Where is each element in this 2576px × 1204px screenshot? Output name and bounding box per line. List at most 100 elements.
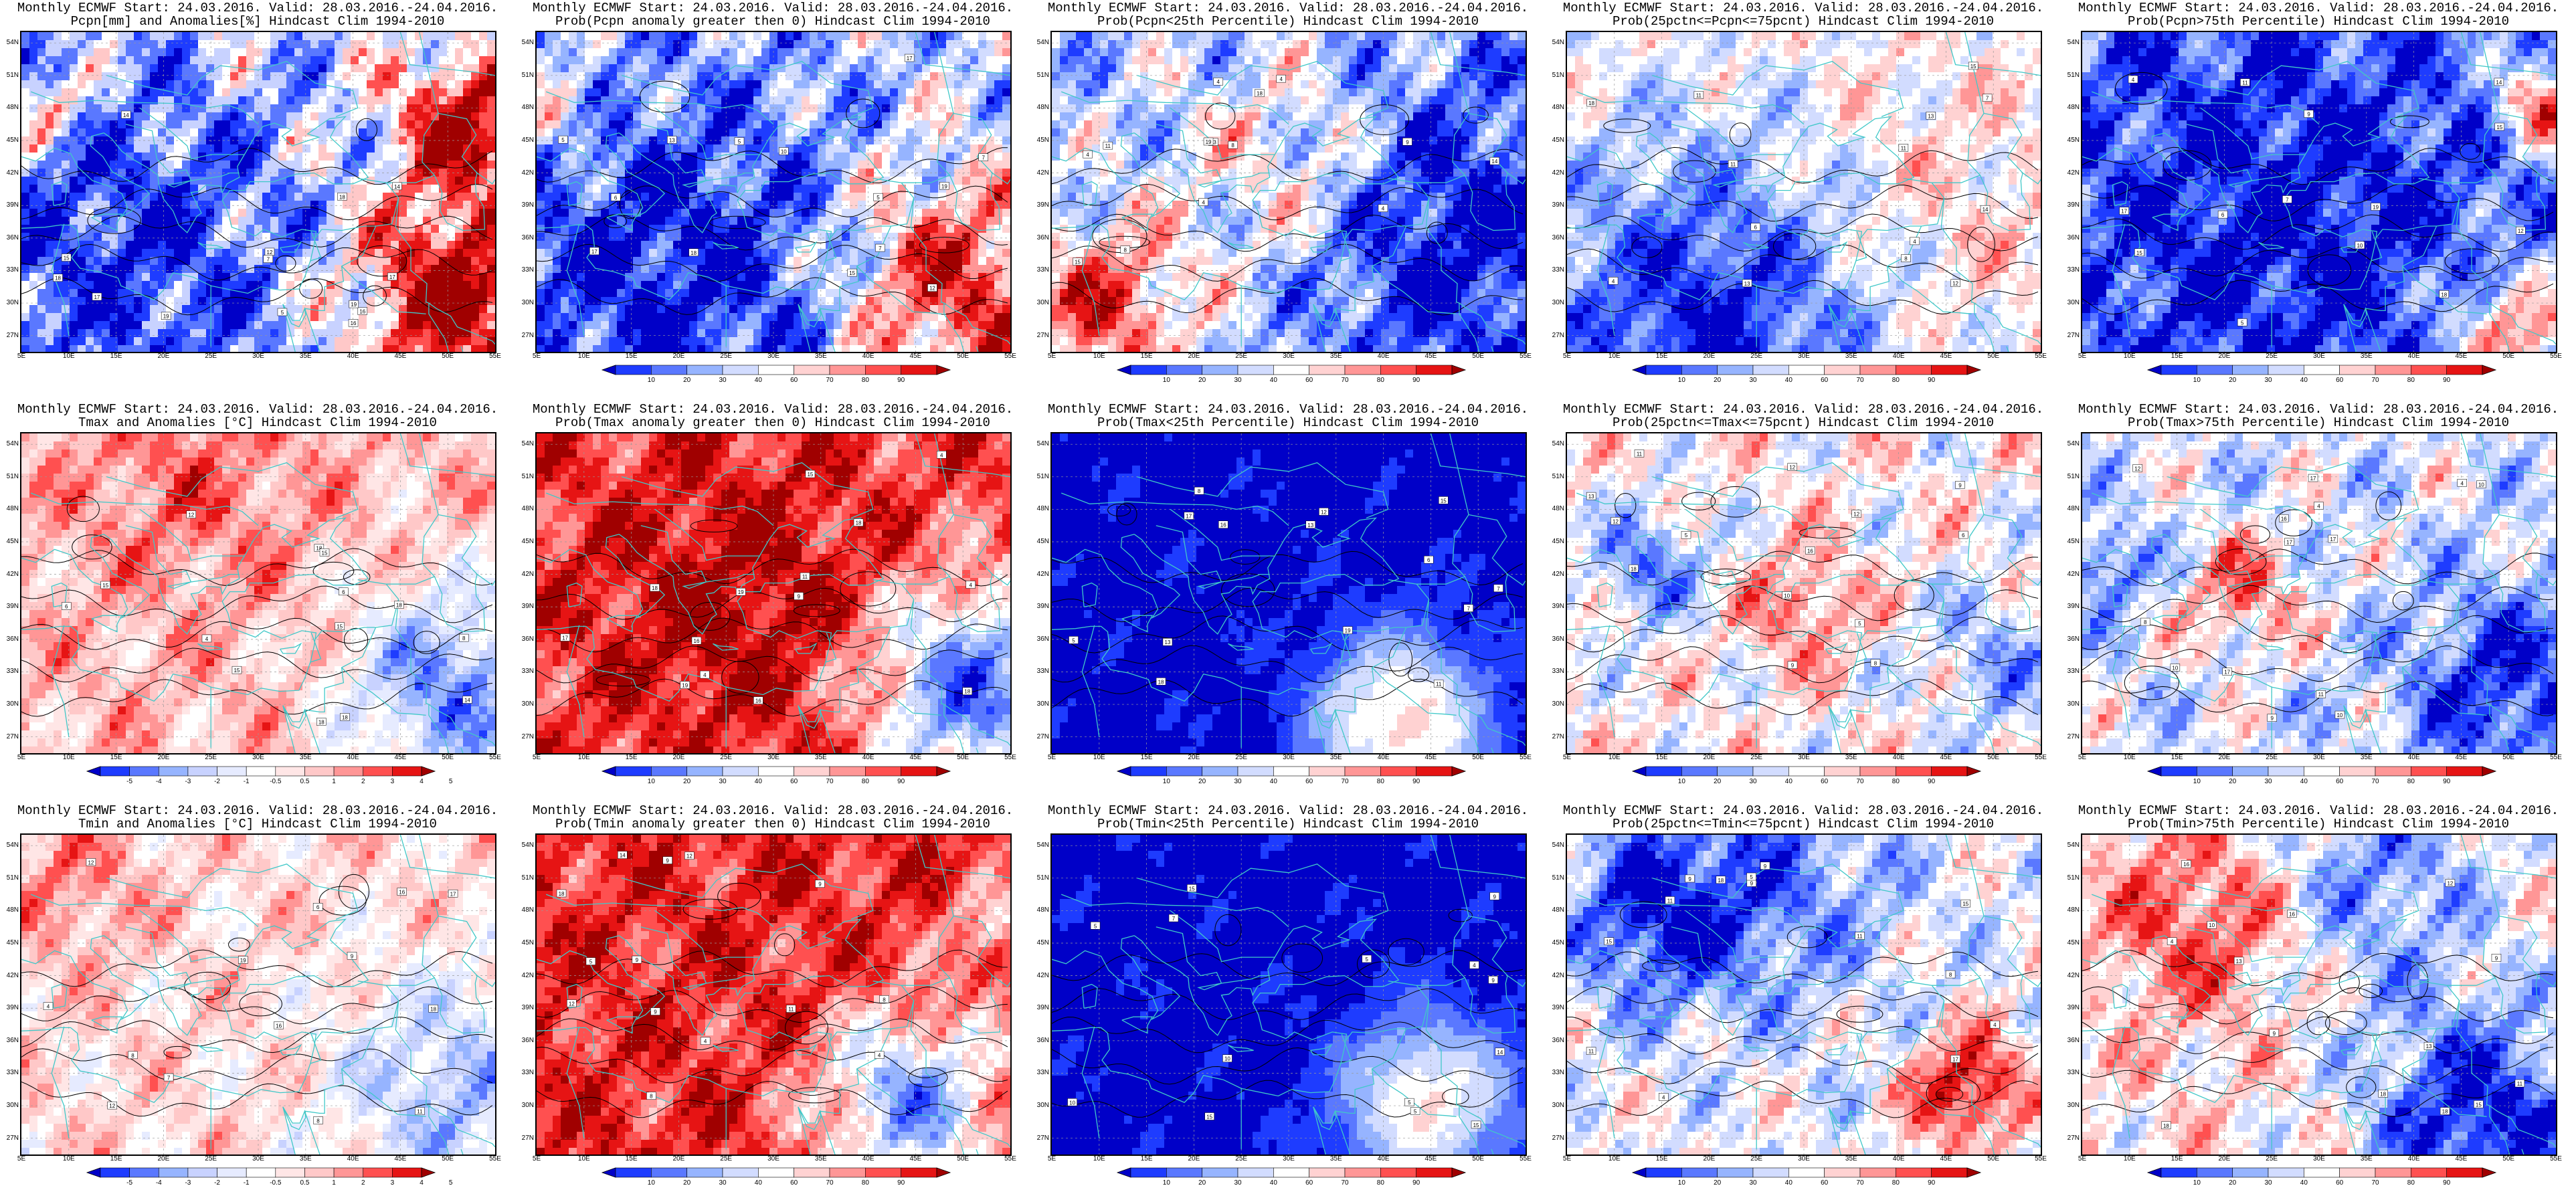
value-marker: 4: [1198, 198, 1208, 206]
latitude-label: 27N: [0, 332, 19, 339]
colorbar-swatch: [865, 365, 901, 375]
latitude-label: 39N: [1030, 1005, 1049, 1011]
colorbar-tick-label: 40: [1785, 377, 1792, 384]
longitude-label: 15E: [1141, 353, 1153, 360]
colorbar-swatch: [1380, 1167, 1416, 1178]
value-marker: 14: [392, 182, 402, 191]
panel-title-line1: Monthly ECMWF Start: 24.03.2016. Valid: …: [515, 403, 1030, 416]
value-marker: 15: [100, 581, 110, 589]
latitude-label: 45N: [2061, 940, 2080, 946]
colorbar-swatch: [2446, 1167, 2483, 1178]
panel-title-line1: Monthly ECMWF Start: 24.03.2016. Valid: …: [2061, 1, 2576, 15]
colorbar-tick-label: -3: [185, 1180, 191, 1187]
longitude-label: 5E: [533, 755, 541, 761]
colorbar-swatch: [2160, 365, 2197, 375]
latitude-label: 51N: [1030, 72, 1049, 79]
longitude-label: 35E: [1330, 755, 1342, 761]
panel-title-line1: Monthly ECMWF Start: 24.03.2016. Valid: …: [1030, 403, 1546, 416]
value-marker: 5: [558, 135, 568, 144]
value-marker: 12: [86, 858, 96, 866]
colorbar-swatch: [615, 365, 652, 375]
colorbar: [1631, 766, 1982, 777]
value-marker: 18: [2161, 1121, 2171, 1130]
svg-text:18: 18: [55, 276, 61, 282]
value-marker: 9: [2267, 714, 2277, 722]
longitude-label: 10E: [1093, 353, 1105, 360]
longitude-label: 55E: [2035, 1156, 2047, 1163]
latitude-label: 33N: [1030, 668, 1049, 675]
colorbar-tick-label: -3: [185, 779, 191, 785]
latitude-label: 36N: [0, 234, 19, 241]
value-marker: 18: [1255, 89, 1265, 97]
colorbar-tick-label: 10: [2193, 377, 2201, 384]
value-marker: 16: [753, 696, 763, 704]
colorbar-tick-label: 20: [1198, 377, 1206, 384]
longitude-label: 15E: [110, 1156, 122, 1163]
latitude-label: 33N: [515, 1070, 534, 1076]
longitude-label: 45E: [1940, 1156, 1952, 1163]
colorbar-tick-label: 90: [1928, 779, 1935, 785]
latitude-label: 39N: [515, 603, 534, 610]
longitude-label: 50E: [1472, 755, 1484, 761]
colorbar-swatch: [1717, 1167, 1754, 1178]
latitude-label: 30N: [2061, 701, 2080, 708]
latitude-label: 48N: [515, 907, 534, 914]
colorbar-tick-label: 20: [2229, 779, 2236, 785]
colorbar: [1116, 1167, 1467, 1178]
value-marker: 5: [1069, 636, 1079, 644]
longitude-label: 55E: [2550, 353, 2562, 360]
latitude-label: 39N: [2061, 1005, 2080, 1011]
value-marker: 17: [560, 633, 570, 641]
colorbar-tick-label: 70: [1341, 1180, 1348, 1187]
latitude-label: 48N: [1030, 506, 1049, 512]
value-marker: 9: [1787, 661, 1798, 669]
colorbar-swatch: [1752, 766, 1789, 777]
colorbar-tick-label: 20: [1714, 779, 1721, 785]
longitude-label: 20E: [1188, 1156, 1200, 1163]
longitude-label: 15E: [626, 755, 638, 761]
colorbar-swatch: [2411, 766, 2447, 777]
longitude-label: 45E: [394, 1156, 406, 1163]
forecast-map: 17 5 16 14 16 12 19 18 17 19 15 14 7 18: [20, 31, 496, 353]
forecast-map: 13 11 4 4 8 14 4 9 15 4 19 4 8 18: [1050, 31, 1527, 353]
map-canvas: 12 8 10 16 4 17 4 9 10 10 17 17 11 17: [2082, 433, 2556, 753]
contour-lines: [1567, 486, 2039, 716]
value-marker: 12: [1611, 517, 1621, 525]
latitude-label: 42N: [2061, 169, 2080, 177]
panel-title-line2: Prob(Tmin<25th Percentile) Hindcast Clim…: [1030, 817, 1546, 831]
value-marker: 4: [1608, 277, 1619, 285]
latitude-label: 42N: [515, 169, 534, 177]
longitude-label: 25E: [1235, 1156, 1247, 1163]
colorbar-swatch: [2375, 1167, 2411, 1178]
longitude-label: 55E: [2550, 755, 2562, 761]
longitude-label: 10E: [63, 755, 75, 761]
value-marker: 11: [800, 572, 810, 581]
colorbar-swatch: [2304, 365, 2340, 375]
value-markers: 11 8 16 19 13 7 17 12 7 18 6 15 5 13: [1069, 486, 1503, 688]
value-marker: 12: [107, 1101, 117, 1110]
latitude-label: 30N: [515, 1102, 534, 1109]
colorbar-tick-label: 20: [683, 377, 691, 384]
longitude-label: 15E: [110, 353, 122, 360]
longitude-label: 50E: [1472, 353, 1484, 360]
latitude-label: 42N: [515, 972, 534, 979]
colorbar-tick-label: 60: [1821, 1180, 1828, 1187]
coastlines: [1567, 835, 2041, 1155]
longitude-label: 25E: [1235, 353, 1247, 360]
panel-title-line2: Prob(Tmax<25th Percentile) Hindcast Clim…: [1030, 416, 1546, 429]
colorbar-swatch: [304, 766, 335, 777]
latitude-label: 45N: [515, 137, 534, 144]
longitude-label: 45E: [1940, 755, 1952, 761]
value-marker: 10: [779, 147, 789, 155]
colorbar-tick-label: 10: [2193, 779, 2201, 785]
longitude-label: 30E: [1798, 755, 1810, 761]
colorbar-swatch: [1859, 1167, 1896, 1178]
colorbar-swatch: [1681, 365, 1718, 375]
colorbar-min-arrow: [1116, 365, 1131, 375]
colorbar-swatch: [2304, 1167, 2340, 1178]
forecast-map: 12 8 10 16 4 17 4 9 10 10 17 17 11 17: [2081, 432, 2557, 755]
latitude-label: 42N: [0, 571, 19, 578]
anomaly-field: [2082, 433, 2556, 753]
colorbar-swatch: [100, 1167, 130, 1178]
colorbar-swatch: [1237, 1167, 1274, 1178]
